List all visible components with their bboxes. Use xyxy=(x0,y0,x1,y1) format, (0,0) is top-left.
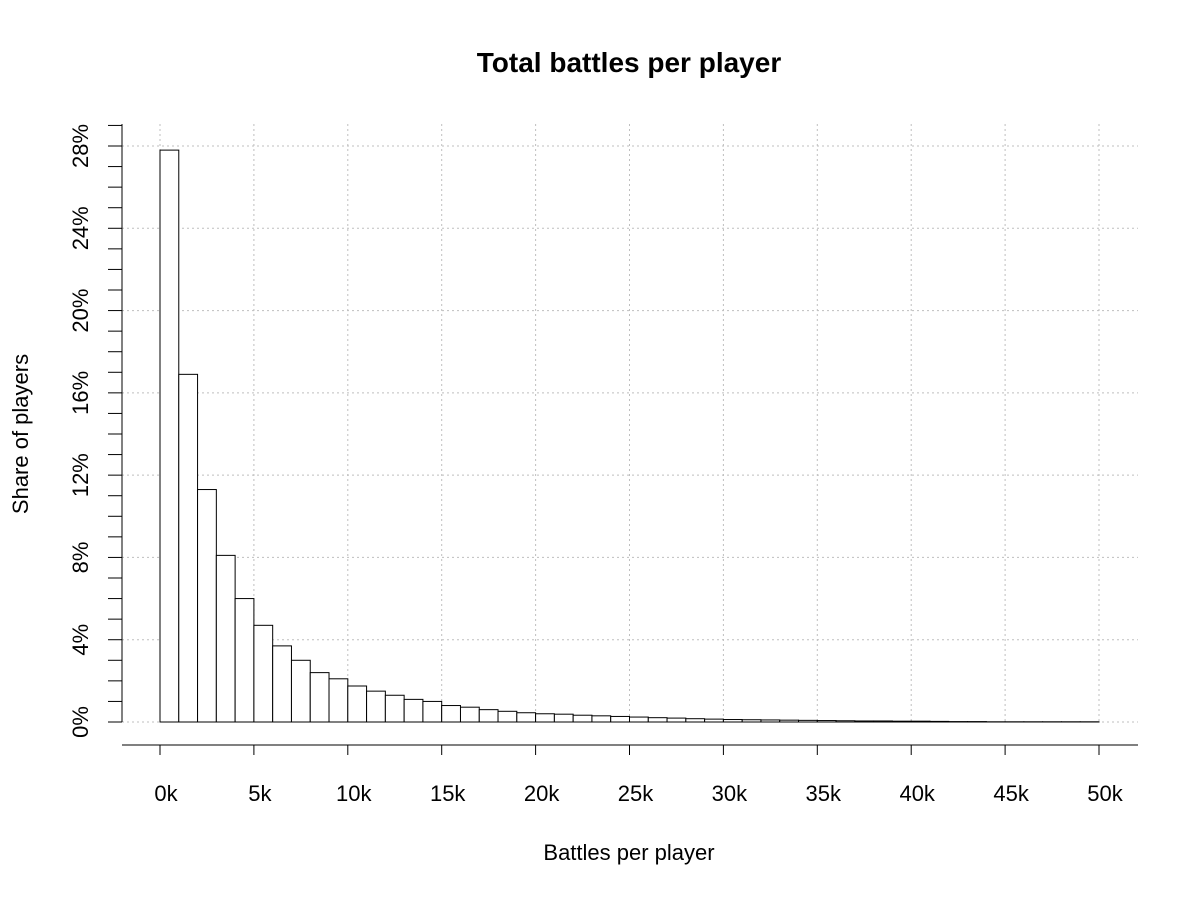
y-tick-label-2: 8% xyxy=(68,542,93,574)
x-tick-label-0: 0k xyxy=(154,781,178,806)
bar-11 xyxy=(366,690,386,723)
bar-13 xyxy=(403,698,424,723)
bar-38 xyxy=(873,720,893,723)
bars xyxy=(159,149,1100,723)
y-tick-label-6: 24% xyxy=(68,206,93,250)
x-axis-label: Battles per player xyxy=(543,840,714,865)
bar-2 xyxy=(197,489,217,723)
bar-27 xyxy=(666,717,687,723)
bar-4 xyxy=(234,598,255,723)
bar-3 xyxy=(215,554,236,723)
bar-1 xyxy=(178,373,199,723)
x-tick-label-4: 20k xyxy=(524,781,560,806)
bar-31 xyxy=(741,719,762,723)
bar-0 xyxy=(159,149,180,723)
bar-29 xyxy=(704,718,724,723)
y-tick-label-0: 0% xyxy=(68,706,93,738)
bar-25 xyxy=(629,716,649,723)
bar-12 xyxy=(384,694,405,723)
bar-5 xyxy=(253,624,274,723)
grid-lines xyxy=(122,124,1138,723)
bar-21 xyxy=(553,713,574,723)
bar-36 xyxy=(835,720,856,723)
bar-22 xyxy=(572,714,593,723)
bar-35 xyxy=(816,720,837,723)
bar-16 xyxy=(459,706,480,723)
bar-33 xyxy=(779,719,800,723)
x-tick-label-1: 5k xyxy=(248,781,272,806)
x-tick-label-8: 40k xyxy=(899,781,935,806)
bar-28 xyxy=(685,718,706,723)
x-tick-label-6: 30k xyxy=(712,781,748,806)
bar-8 xyxy=(309,672,330,723)
bar-10 xyxy=(347,685,368,723)
x-tick-label-7: 35k xyxy=(806,781,842,806)
bar-14 xyxy=(422,700,443,723)
bar-24 xyxy=(610,715,630,723)
y-tick-label-7: 28% xyxy=(68,124,93,168)
bar-7 xyxy=(290,659,311,723)
bar-26 xyxy=(647,717,668,723)
x-tick-label-2: 10k xyxy=(336,781,372,806)
bar-41 xyxy=(929,720,950,723)
x-axis: 0k 5k 10k 15k 20k 25k 30k 35k 40k 45k 50k xyxy=(122,744,1138,806)
y-tick-label-3: 12% xyxy=(68,453,93,497)
y-axis: 0% 4% 8% 12% 16% 20% 24% 28% xyxy=(68,124,123,738)
bar-20 xyxy=(535,713,555,723)
y-axis-label: Share of players xyxy=(8,354,33,514)
bar-37 xyxy=(854,720,875,723)
bar-18 xyxy=(497,710,518,723)
bar-30 xyxy=(722,719,743,723)
bar-15 xyxy=(441,705,461,723)
x-tick-label-3: 15k xyxy=(430,781,466,806)
y-tick-label-4: 16% xyxy=(68,371,93,415)
bar-32 xyxy=(760,719,781,723)
bar-40 xyxy=(910,720,931,723)
bar-34 xyxy=(798,719,818,723)
bar-9 xyxy=(328,678,349,723)
bar-23 xyxy=(591,715,612,723)
bar-17 xyxy=(478,709,499,723)
y-tick-label-5: 20% xyxy=(68,289,93,333)
y-tick-label-1: 4% xyxy=(68,624,93,656)
bar-39 xyxy=(891,720,912,723)
bar-19 xyxy=(516,712,537,723)
bar-6 xyxy=(272,645,292,723)
x-tick-label-5: 25k xyxy=(618,781,654,806)
x-tick-label-10: 50k xyxy=(1087,781,1123,806)
x-tick-label-9: 45k xyxy=(993,781,1029,806)
chart-title: Total battles per player xyxy=(477,47,782,78)
